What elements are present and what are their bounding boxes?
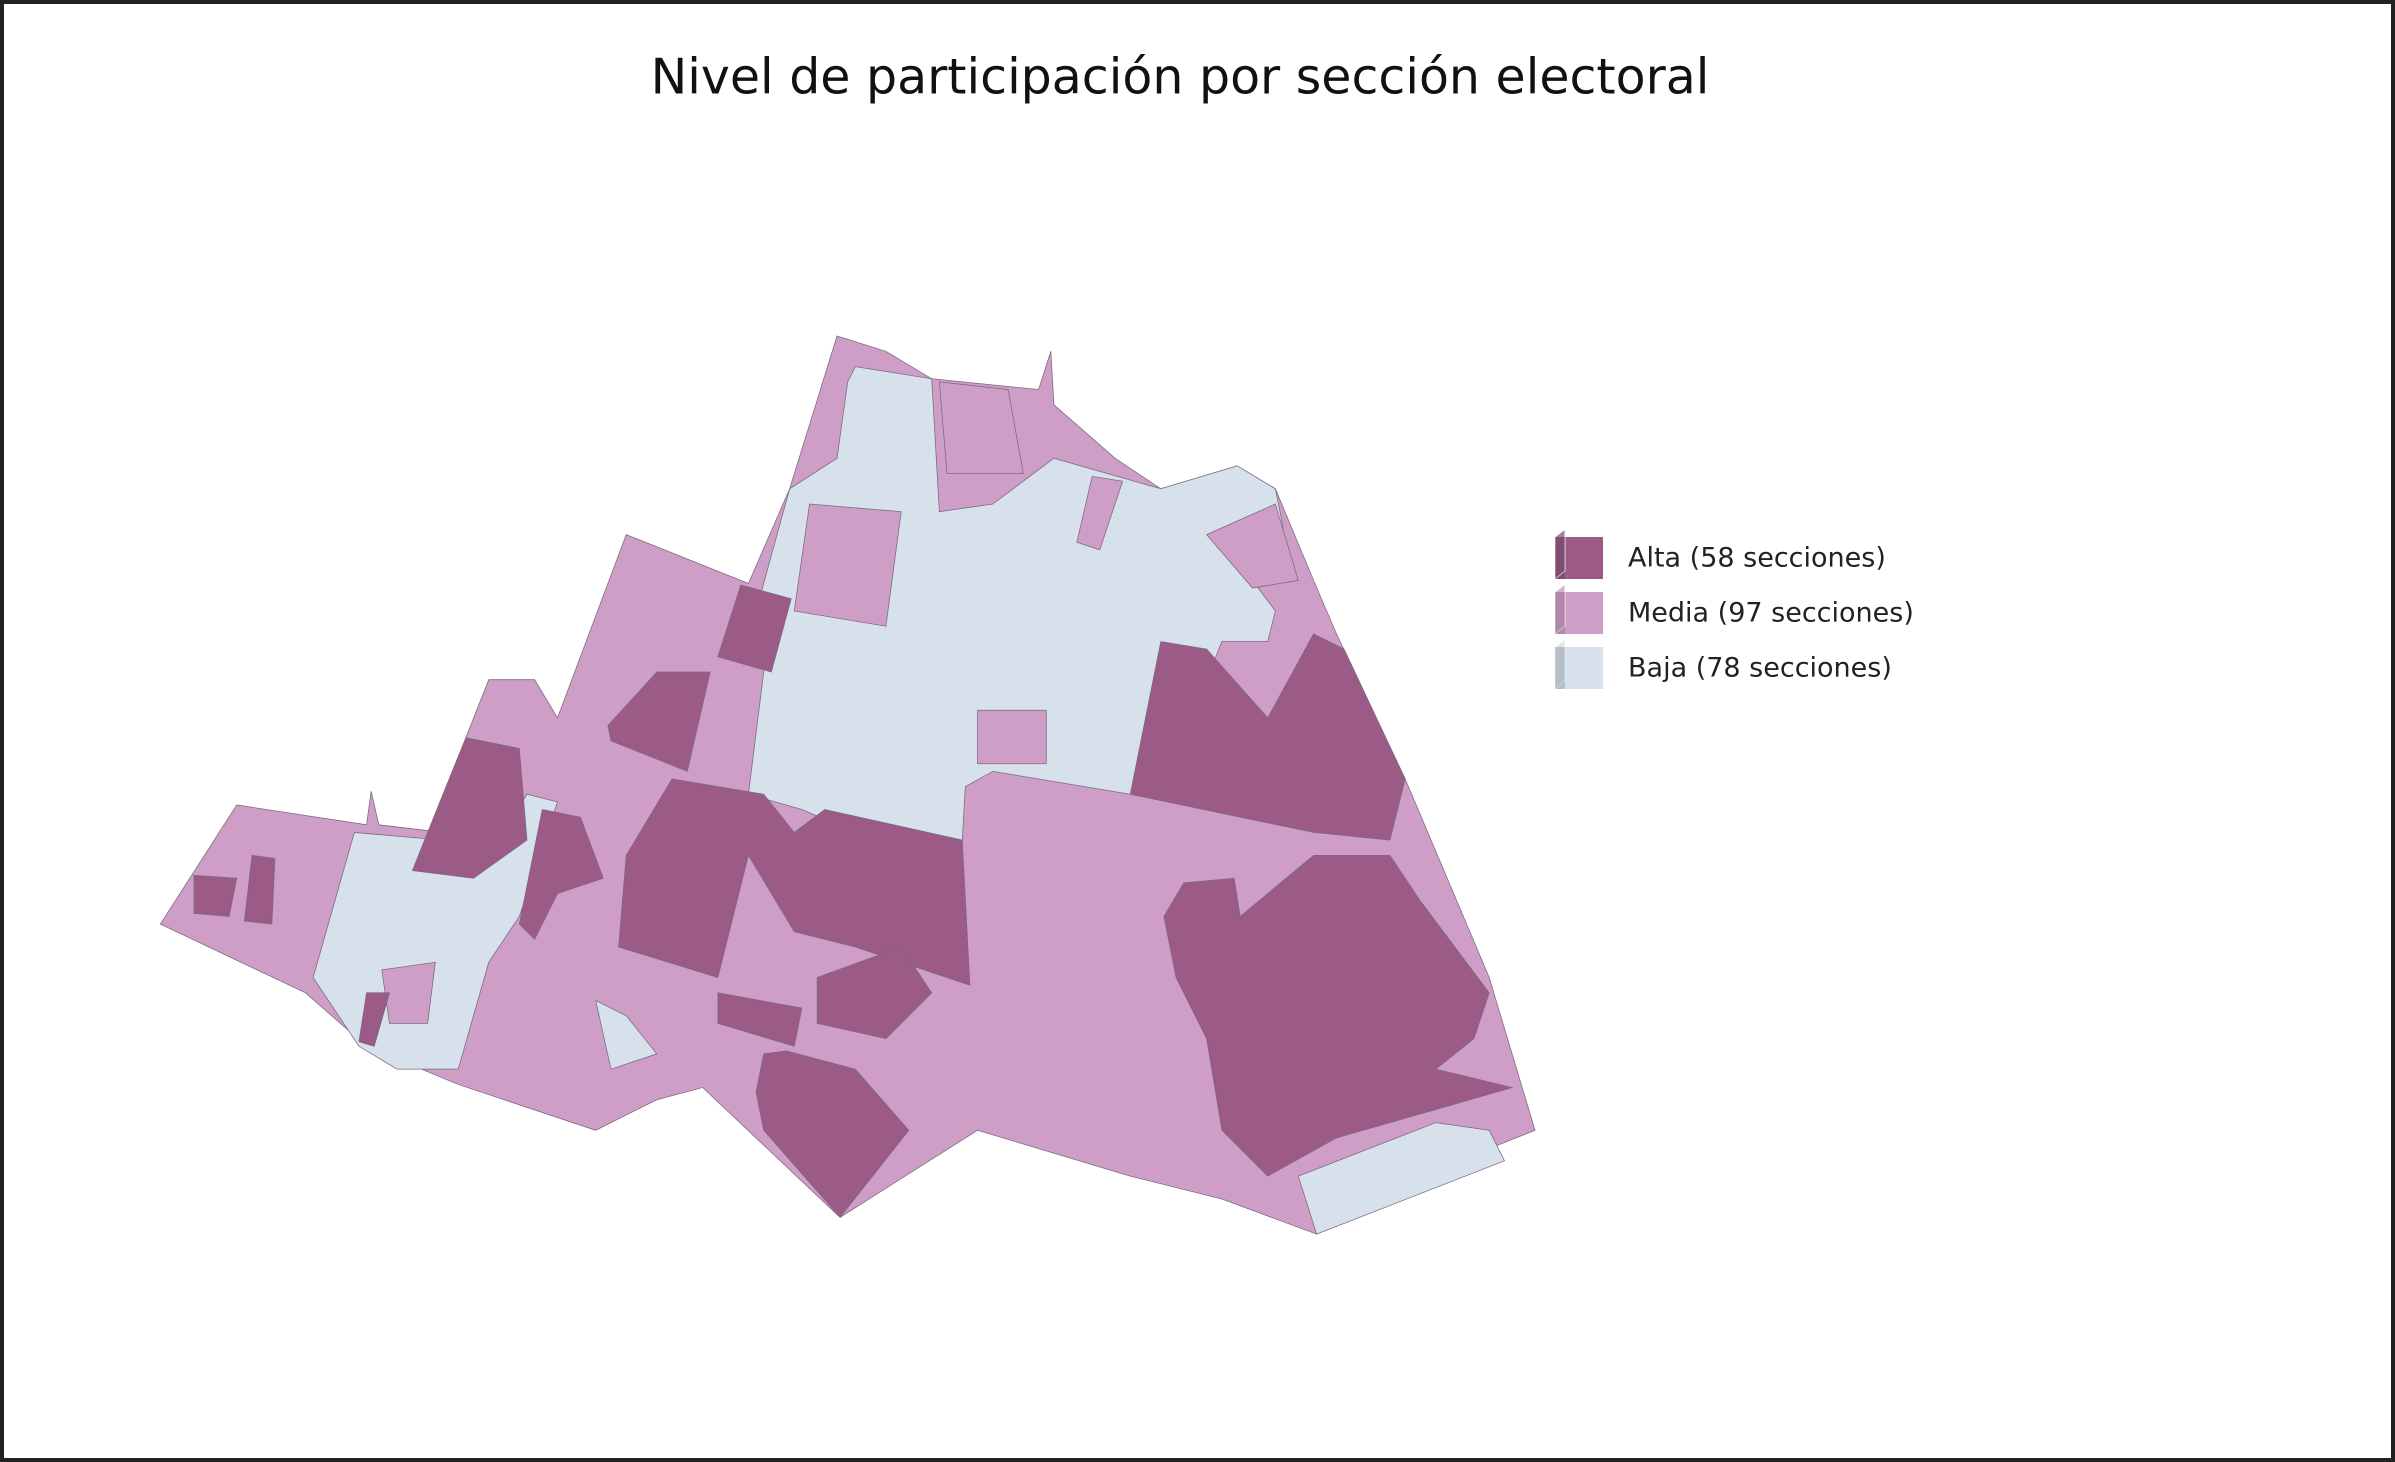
section-alta bbox=[1163, 854, 1514, 1177]
legend: Alta (58 secciones) Media (97 secciones) B… bbox=[1554, 527, 1914, 691]
title: Nivel de participación por sección elect… bbox=[651, 49, 1710, 106]
section-alta bbox=[518, 809, 604, 940]
section-media bbox=[1076, 476, 1124, 551]
section-alta bbox=[358, 992, 390, 1047]
section-alta bbox=[607, 671, 711, 772]
legend-swatch-shade bbox=[1555, 647, 1565, 689]
section-alta bbox=[1129, 633, 1406, 841]
section-media bbox=[1206, 503, 1299, 589]
legend-swatch-shade bbox=[1555, 537, 1565, 579]
section-alta bbox=[193, 874, 238, 917]
legend-swatch-shade bbox=[1555, 592, 1565, 634]
section-alta bbox=[243, 854, 276, 925]
section-alta bbox=[717, 584, 792, 673]
legend-swatch-side bbox=[1554, 527, 1566, 581]
section-media bbox=[977, 709, 1047, 765]
section-baja bbox=[1297, 1122, 1506, 1235]
section-alta bbox=[618, 778, 971, 986]
legend-label: Media (97 secciones) bbox=[1628, 598, 1914, 629]
legend-label: Baja (78 secciones) bbox=[1628, 653, 1892, 684]
section-alta bbox=[816, 946, 933, 1040]
legend-swatch-side bbox=[1554, 582, 1566, 636]
section-media bbox=[793, 503, 902, 627]
section-alta bbox=[717, 992, 803, 1047]
section-media bbox=[381, 961, 436, 1024]
section-alta bbox=[411, 737, 528, 879]
section-alta bbox=[755, 1050, 910, 1218]
section-media bbox=[938, 381, 1024, 474]
map bbox=[159, 335, 1536, 1235]
legend-label: Alta (58 secciones) bbox=[1628, 543, 1886, 574]
legend-swatch-side bbox=[1554, 637, 1566, 691]
section-baja bbox=[595, 999, 658, 1070]
